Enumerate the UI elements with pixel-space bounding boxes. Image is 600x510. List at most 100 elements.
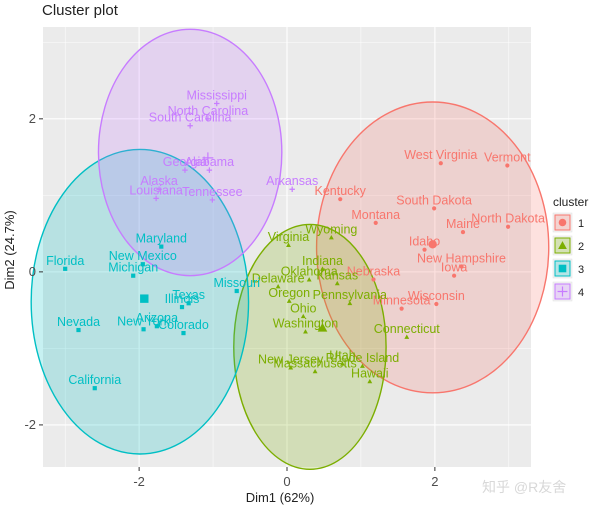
point-label: Oregon <box>268 286 310 300</box>
data-point-3 <box>234 288 239 294</box>
point-label: Hawaii <box>351 366 389 380</box>
point-label: Connecticut <box>374 322 441 336</box>
point-label: Wisconsin <box>408 289 465 303</box>
data-point-1 <box>399 306 404 311</box>
data-point-1 <box>460 229 466 235</box>
data-point-1 <box>438 161 443 166</box>
data-point-1 <box>505 163 510 168</box>
point-label: Idaho <box>409 235 440 249</box>
y-tick-label: 2 <box>29 111 36 126</box>
y-tick-label: 0 <box>29 264 36 279</box>
cluster-center-1 <box>428 240 437 249</box>
y-tick-label: -2 <box>24 417 36 432</box>
point-label: Nevada <box>57 315 100 329</box>
point-label: West Virginia <box>404 148 477 162</box>
point-labels: West Virginia Vermont South Dakota Kentucky… <box>46 89 545 388</box>
point-label: Pennsylvania <box>313 288 387 302</box>
data-point-4 <box>156 186 162 192</box>
data-point-2 <box>367 378 373 384</box>
data-point-4 <box>205 116 211 122</box>
data-point-2 <box>306 277 312 282</box>
point-label: Maine <box>446 217 480 231</box>
cluster-center-2 <box>317 322 328 332</box>
data-point-2 <box>275 283 281 289</box>
data-point-4 <box>209 197 216 203</box>
data-point-2 <box>303 329 308 334</box>
data-point-1 <box>422 247 427 252</box>
data-point-4 <box>187 122 193 129</box>
point-label: Wyoming <box>305 222 357 236</box>
data-point-1 <box>459 264 464 269</box>
data-points <box>63 100 511 391</box>
point-label: South Dakota <box>396 193 472 207</box>
data-point-3 <box>179 304 185 310</box>
point-label: Missouri <box>213 276 260 290</box>
data-point-1 <box>373 220 378 225</box>
data-point-4 <box>153 195 159 202</box>
point-label: Vermont <box>484 151 531 165</box>
point-label: Michigan <box>108 261 158 275</box>
y-axis-title: Dim2 (24.7%) <box>2 210 17 289</box>
point-label: North Carolina <box>168 104 249 118</box>
point-label: Colorado <box>158 318 209 332</box>
point-label: Virginia <box>268 230 310 244</box>
data-point-1 <box>452 273 457 278</box>
point-label: Kentucky <box>315 184 367 198</box>
data-point-2 <box>360 363 365 368</box>
point-label: Delaware <box>252 271 305 285</box>
legend: cluster 1 2 3 4 <box>552 195 588 302</box>
legend-entry-label: 2 <box>578 241 584 253</box>
legend-key-marker-4 <box>557 286 568 297</box>
data-point-2 <box>286 242 291 248</box>
point-label: Ohio <box>290 301 316 315</box>
legend-key-marker-3 <box>558 264 567 273</box>
data-point-2 <box>312 368 318 374</box>
point-label: Alabama <box>185 155 234 169</box>
point-label: New York <box>117 314 171 328</box>
data-point-2 <box>300 313 306 319</box>
data-point-2 <box>340 361 345 366</box>
data-point-3 <box>186 301 191 306</box>
point-label: Minnesota <box>373 294 431 308</box>
point-label: Oklahoma <box>281 265 338 279</box>
point-label: Georgia <box>163 155 208 169</box>
point-label: Texas <box>172 288 205 302</box>
data-point-3 <box>76 327 81 333</box>
data-point-2 <box>404 334 410 339</box>
cluster-ellipse-4 <box>97 28 283 277</box>
point-label: Arizona <box>136 311 178 325</box>
data-point-2 <box>347 300 353 306</box>
point-label: Nebraska <box>347 265 401 279</box>
point-label: Montana <box>351 208 400 222</box>
data-point-4 <box>182 167 188 173</box>
point-label: Washington <box>273 317 339 331</box>
data-point-3 <box>181 330 186 336</box>
legend-entry-label: 4 <box>578 287 584 299</box>
data-point-1 <box>338 197 343 202</box>
legend-key-marker-2 <box>558 241 567 249</box>
legend-key-marker-1 <box>558 218 567 227</box>
data-point-2 <box>288 365 294 370</box>
data-point-1 <box>434 301 439 307</box>
point-label: Florida <box>46 254 84 268</box>
x-tick-label: 2 <box>431 474 438 489</box>
point-label: New Hampshire <box>417 252 506 266</box>
legend-entry-label: 3 <box>578 264 584 276</box>
point-label: California <box>68 373 121 387</box>
data-point-2 <box>334 280 340 286</box>
data-point-4 <box>206 167 213 173</box>
point-label: North Dakota <box>471 212 545 226</box>
chart-title: Cluster plot <box>42 2 119 19</box>
point-label: Illinois <box>165 292 200 306</box>
data-point-2 <box>328 235 334 240</box>
cluster-center-4 <box>202 152 214 164</box>
x-axis-title: Dim1 (62%) <box>246 490 315 505</box>
data-point-3 <box>63 266 68 271</box>
data-point-2 <box>320 266 325 271</box>
point-label: Arkansas <box>266 174 318 188</box>
data-point-4 <box>289 186 295 192</box>
x-tick-label: 0 <box>283 474 290 489</box>
point-label: Mississippi <box>187 89 247 103</box>
watermark-text: 知乎 @R友舍 <box>482 479 566 495</box>
